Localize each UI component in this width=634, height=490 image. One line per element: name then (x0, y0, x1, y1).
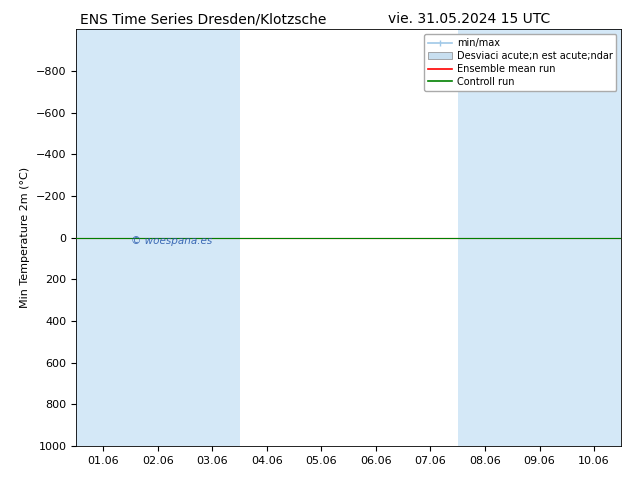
Bar (131, 29, 185, 446)
Bar (185, 29, 240, 446)
Bar (76, 29, 131, 446)
Bar (567, 29, 621, 446)
Legend: min/max, Desviaci acute;n est acute;ndar, Ensemble mean run, Controll run: min/max, Desviaci acute;n est acute;ndar… (424, 34, 616, 91)
Text: vie. 31.05.2024 15 UTC: vie. 31.05.2024 15 UTC (388, 12, 550, 26)
Text: ENS Time Series Dresden/Klotzsche: ENS Time Series Dresden/Klotzsche (80, 12, 326, 26)
Text: © woespana.es: © woespana.es (131, 236, 212, 246)
Y-axis label: Min Temperature 2m (°C): Min Temperature 2m (°C) (20, 167, 30, 308)
Bar (512, 29, 567, 446)
Bar (458, 29, 512, 446)
